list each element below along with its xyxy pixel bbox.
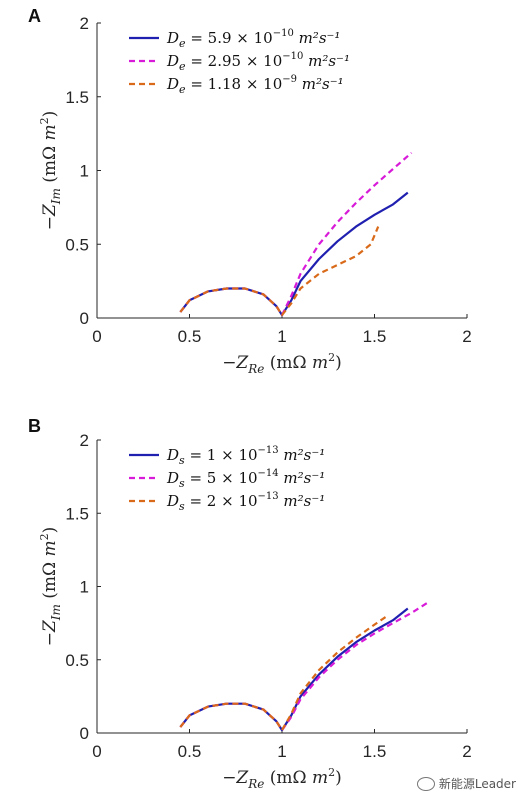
y-tick-label: 1 [80,162,89,181]
x-tick-label: 0 [92,327,101,346]
x-tick-label: 1 [277,327,286,346]
x-tick-label: 0 [92,742,101,761]
y-axis-label: −ZIm (mΩ m2) [38,111,63,231]
x-tick-label: 1.5 [363,742,387,761]
legend-entry: Ds = 1 × 10−13 m²s⁻¹ [166,445,325,467]
x-tick-label: 0.5 [178,742,202,761]
y-tick-label: 0 [80,724,89,743]
wechat-icon [416,776,435,791]
y-tick-label: 0.5 [65,651,89,670]
y-tick-label: 1.5 [65,88,89,107]
series-line-1 [179,191,409,317]
y-tick-label: 1.5 [65,504,89,523]
series-line-2 [179,600,431,732]
y-tick-label: 1 [80,578,89,597]
series-line-3 [179,226,380,317]
panel-a: A 0 0.5 1 1.5 2 0 0.5 1 1.5 2 −ZRe (mΩ m2) −ZIm (mΩ … [28,6,472,376]
legend-entry: Ds = 2 × 10−13 m²s⁻¹ [166,491,325,513]
legend-entry: Ds = 5 × 10−14 m²s⁻¹ [166,468,325,490]
y-axis-label: −ZIm (mΩ m2) [38,527,63,647]
x-tick-label: 0.5 [178,327,202,346]
watermark-text: 新能源Leader [438,777,516,791]
legend: De = 5.9 × 10−10 m²s⁻¹De = 2.95 × 10−10 … [129,28,350,96]
series-line-3 [179,614,389,732]
legend: Ds = 1 × 10−13 m²s⁻¹Ds = 5 × 10−14 m²s⁻¹… [129,445,325,513]
legend-entry: De = 5.9 × 10−10 m²s⁻¹ [166,28,340,50]
x-tick-label: 1.5 [363,327,387,346]
x-tick-label: 2 [462,742,471,761]
y-tick-label: 2 [80,431,89,450]
panel-label: A [28,6,41,26]
legend-entry: De = 2.95 × 10−10 m²s⁻¹ [166,51,350,73]
y-tick-label: 0 [80,309,89,328]
legend-entry: De = 1.18 × 10−9 m²s⁻¹ [166,74,344,96]
y-tick-label: 0.5 [65,235,89,254]
x-tick-label: 1 [277,742,286,761]
x-tick-label: 2 [462,327,471,346]
panel-b: B 0 0.5 1 1.5 2 0 0.5 1 1.5 2 −ZRe (mΩ m2) −ZIm (mΩ … [28,416,472,791]
watermark: 新能源Leader [416,775,516,792]
panel-label: B [28,416,41,436]
y-tick-label: 2 [80,14,89,33]
x-axis-label: −ZRe (mΩ m2) [222,766,342,791]
x-axis-label: −ZRe (mΩ m2) [222,351,342,376]
